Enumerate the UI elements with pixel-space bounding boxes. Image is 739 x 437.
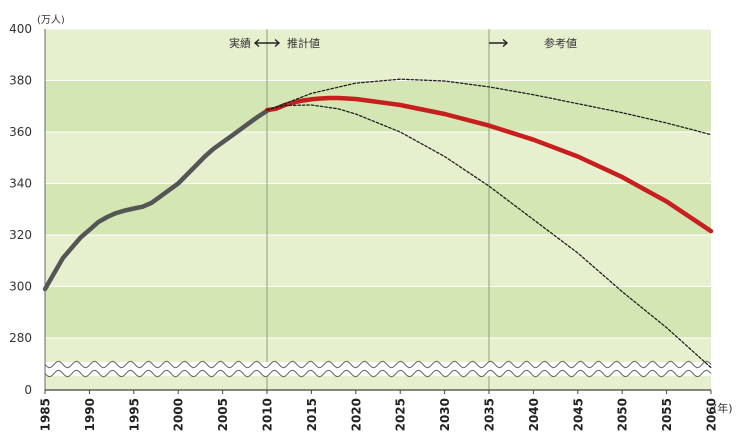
x-tick-label: 2000 — [172, 398, 186, 431]
axis-break-symbol — [44, 360, 712, 378]
x-tick-label: 2015 — [305, 398, 319, 431]
band — [45, 29, 711, 81]
band — [45, 132, 711, 184]
series-upper-bound — [266, 78, 712, 136]
series-actual — [42, 108, 270, 292]
arrow-right-head — [274, 38, 281, 48]
y-tick-label: 320 — [9, 228, 32, 242]
background-bands — [45, 29, 711, 390]
band — [45, 235, 711, 287]
series-lower-bound — [266, 104, 712, 369]
x-axis: 1985 1990 1995 2000 2005 2010 2015 2020 2025 2030… — [39, 389, 719, 431]
y-tick-label: 280 — [9, 331, 32, 345]
y-axis: 0 280 300 320 340 360 380 400 — [9, 22, 46, 397]
x-tick-label: 2035 — [483, 398, 497, 431]
x-tick-label: 2050 — [616, 398, 630, 431]
x-tick-label: 1995 — [127, 398, 141, 431]
annotation-actual: 実績 — [229, 36, 251, 50]
series-estimate — [264, 95, 714, 234]
x-unit-label: (年) — [713, 401, 733, 415]
break-wave-upper — [44, 360, 712, 369]
band — [45, 286, 711, 338]
y-tick-label: 380 — [9, 74, 32, 88]
gridlines — [45, 28, 711, 339]
annotation-reference: 参考値 — [544, 36, 577, 50]
x-tick-label: 2020 — [349, 398, 363, 431]
annotations: 実績 推計値 参考値 — [229, 36, 577, 50]
section-dividers — [266, 29, 490, 390]
band — [45, 183, 711, 235]
band — [45, 80, 711, 132]
y-tick-label: 0 — [24, 383, 32, 397]
x-tick-label: 1985 — [39, 398, 53, 431]
x-tick-label: 2010 — [261, 398, 275, 431]
y-tick-label: 340 — [9, 177, 32, 191]
x-tick-label: 2005 — [216, 398, 230, 431]
x-tick-label: 2030 — [438, 398, 452, 431]
arrow-ref-head — [502, 38, 509, 48]
arrow-left-head — [253, 38, 260, 48]
x-tick-label: 2040 — [527, 398, 541, 431]
y-unit-label: (万人) — [37, 14, 65, 26]
x-tick-label: 2045 — [571, 398, 585, 431]
annotation-estimate: 推計値 — [287, 36, 320, 50]
x-tick-label: 2060 — [705, 398, 719, 431]
x-tick-label: 2055 — [660, 398, 674, 431]
break-gap — [45, 362, 711, 376]
x-tick-label: 1990 — [83, 398, 97, 431]
series-lines — [42, 78, 714, 369]
y-tick-label: 360 — [9, 125, 32, 139]
x-tick-label: 2025 — [394, 398, 408, 431]
break-wave-lower — [44, 369, 712, 378]
y-tick-label: 400 — [9, 22, 32, 36]
y-tick-label: 300 — [9, 280, 32, 294]
